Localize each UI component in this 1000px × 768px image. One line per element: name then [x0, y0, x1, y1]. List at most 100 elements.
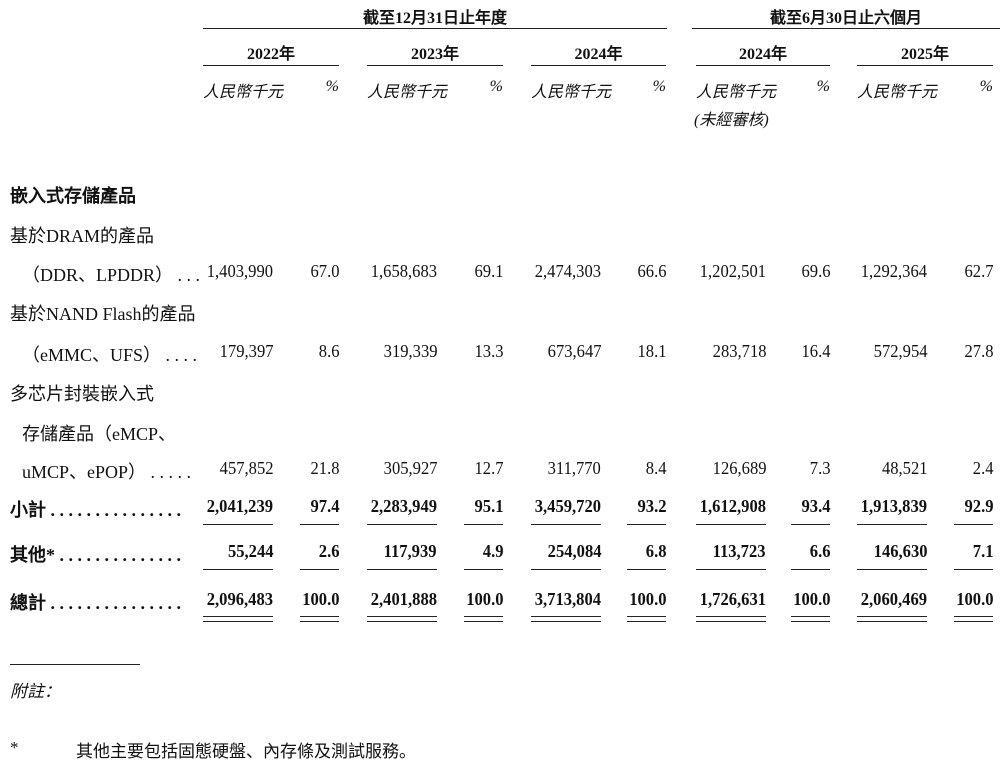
year-rule: [367, 65, 503, 66]
unit-pct: %: [979, 78, 993, 95]
percent-cell: 100.0: [628, 589, 666, 609]
row-label: 基於DRAM的產品: [10, 226, 155, 246]
underline: [954, 524, 993, 525]
underline: [203, 569, 273, 570]
amount-cell: 3,459,720: [534, 496, 601, 516]
amount-cell: 1,658,683: [370, 261, 437, 281]
footnote-rule: [10, 664, 140, 665]
underline: [300, 569, 339, 570]
percent-cell: 92.9: [964, 496, 993, 516]
unit-amount: 人民幣千元: [696, 84, 777, 101]
percent-cell: 6.6: [809, 541, 830, 561]
underline: [696, 569, 766, 570]
amount-cell: 572,954: [873, 341, 927, 361]
amount-cell: 1,726,631: [699, 589, 766, 609]
double-underline: [857, 616, 927, 622]
double-underline: [300, 616, 339, 622]
header-group-annual: 截至12月31日止年度: [362, 10, 507, 27]
amount-cell: 254,084: [547, 541, 601, 561]
header-year: 2024年: [574, 46, 623, 63]
header-year: 2022年: [246, 46, 295, 63]
unit-amount: 人民幣千元: [367, 84, 448, 101]
percent-cell: 16.4: [801, 341, 830, 361]
double-underline: [627, 616, 666, 622]
amount-cell: 2,041,239: [206, 496, 273, 516]
underline: [954, 569, 993, 570]
underline: [696, 524, 766, 525]
underline: [791, 524, 830, 525]
amount-cell: 1,292,364: [860, 261, 927, 281]
percent-cell: 12.7: [474, 458, 503, 478]
year-rule: [696, 65, 830, 66]
percent-cell: 62.7: [964, 261, 993, 281]
amount-cell: 2,096,483: [206, 589, 273, 609]
note-text: 其他主要包括固態硬盤、內存條及測試服務。: [76, 742, 416, 761]
underline: [367, 569, 437, 570]
percent-cell: 2.6: [318, 541, 339, 561]
amount-cell: 673,647: [547, 341, 601, 361]
unit-pct: %: [816, 78, 830, 95]
percent-cell: 6.8: [645, 541, 666, 561]
amount-cell: 1,612,908: [699, 496, 766, 516]
row-label: 多芯片封裝嵌入式: [10, 384, 154, 404]
header-year: 2024年: [738, 46, 787, 63]
percent-cell: 8.6: [318, 341, 339, 361]
row-label: 其他* . . . . . . . . . . . . . .: [10, 545, 181, 565]
notes-heading: 附註：: [10, 682, 61, 701]
unit-pct: %: [325, 78, 339, 95]
header-rule: [692, 28, 1000, 29]
percent-cell: 100.0: [465, 589, 503, 609]
row-label: uMCP、ePOP） . . . . .: [22, 462, 192, 482]
underline: [857, 524, 927, 525]
amount-cell: 457,852: [219, 458, 273, 478]
amount-cell: 126,689: [712, 458, 766, 478]
unit-amount: 人民幣千元: [203, 84, 284, 101]
amount-cell: 1,913,839: [860, 496, 927, 516]
amount-cell: 311,770: [547, 458, 601, 478]
percent-cell: 67.0: [310, 261, 339, 281]
header-rule: [203, 28, 667, 29]
percent-cell: 13.3: [474, 341, 503, 361]
percent-cell: 2.4: [972, 458, 993, 478]
row-label: 存儲產品（eMCP、: [22, 424, 177, 444]
unaudited-note: (未經審核): [694, 112, 769, 129]
percent-cell: 100.0: [792, 589, 830, 609]
amount-cell: 48,521: [881, 458, 927, 478]
double-underline: [696, 616, 766, 622]
amount-cell: 117,939: [384, 541, 437, 561]
percent-cell: 21.8: [310, 458, 339, 478]
amount-cell: 55,244: [227, 541, 273, 561]
percent-cell: 7.3: [809, 458, 830, 478]
unit-pct: %: [489, 78, 503, 95]
underline: [627, 569, 666, 570]
double-underline: [791, 616, 830, 622]
section-title: 嵌入式存儲產品: [10, 186, 136, 206]
row-label: 基於NAND Flash的產品: [10, 304, 196, 324]
amount-cell: 113,723: [713, 541, 766, 561]
amount-cell: 1,202,501: [699, 261, 766, 281]
row-label: 總計 . . . . . . . . . . . . . . .: [10, 593, 181, 613]
underline: [791, 569, 830, 570]
unit-amount: 人民幣千元: [857, 84, 938, 101]
amount-cell: 283,718: [712, 341, 766, 361]
amount-cell: 2,401,888: [370, 589, 437, 609]
percent-cell: 66.6: [637, 261, 666, 281]
underline: [300, 524, 339, 525]
underline: [531, 569, 601, 570]
percent-cell: 100.0: [301, 589, 339, 609]
percent-cell: 7.1: [972, 541, 993, 561]
amount-cell: 319,339: [383, 341, 437, 361]
year-rule: [203, 65, 339, 66]
percent-cell: 100.0: [955, 589, 993, 609]
double-underline: [464, 616, 503, 622]
amount-cell: 305,927: [383, 458, 437, 478]
year-rule: [857, 65, 993, 66]
row-label: （eMMC、UFS） . . . .: [22, 345, 198, 365]
percent-cell: 93.4: [801, 496, 830, 516]
double-underline: [367, 616, 437, 622]
percent-cell: 18.1: [637, 341, 666, 361]
percent-cell: 8.4: [645, 458, 666, 478]
amount-cell: 2,474,303: [534, 261, 601, 281]
percent-cell: 95.1: [474, 496, 503, 516]
underline: [464, 524, 503, 525]
